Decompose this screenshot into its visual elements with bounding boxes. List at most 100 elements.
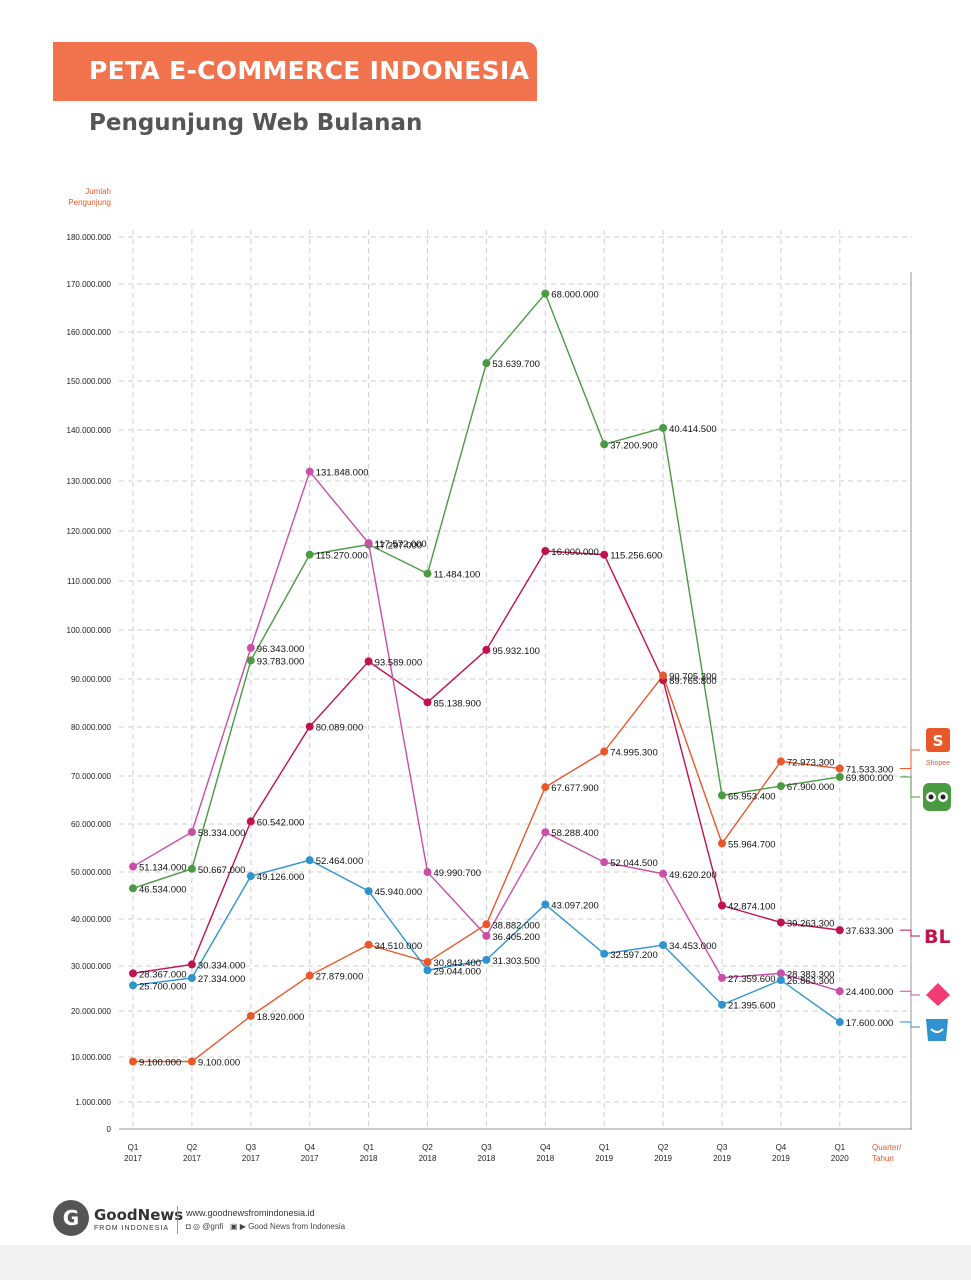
x-tick-label: Q1 bbox=[128, 1143, 139, 1152]
y-tick-label: 170.000.000 bbox=[67, 280, 112, 289]
y-tick-label: 30.000.000 bbox=[71, 962, 112, 971]
data-label-tokopedia: 68.000.000 bbox=[551, 290, 599, 301]
data-point-lazada bbox=[600, 858, 609, 867]
data-point-tokopedia bbox=[835, 772, 844, 781]
data-point-tokopedia bbox=[423, 569, 432, 578]
data-point-blibli bbox=[364, 887, 373, 896]
y-tick-label: 130.000.000 bbox=[67, 477, 112, 486]
data-point-blibli bbox=[482, 955, 491, 964]
x-tick-label: Q4 bbox=[540, 1143, 551, 1152]
data-point-bukalapak bbox=[600, 550, 609, 559]
legend-connector-blibli bbox=[899, 1021, 920, 1028]
data-point-shopee bbox=[600, 747, 609, 756]
footer-brand: GoodNews bbox=[94, 1206, 184, 1224]
shopee-icon-glyph: S bbox=[933, 732, 944, 750]
data-point-tokopedia bbox=[776, 782, 785, 791]
data-point-tokopedia bbox=[246, 656, 255, 665]
data-label-tokopedia: 46.534.000 bbox=[139, 884, 187, 895]
data-label-bukalapak: 93.589.000 bbox=[375, 657, 423, 668]
data-point-tokopedia bbox=[482, 359, 491, 368]
data-point-lazada bbox=[423, 868, 432, 877]
data-point-blibli bbox=[305, 856, 314, 865]
x-tick-label: 2017 bbox=[242, 1154, 260, 1163]
data-point-blibli bbox=[187, 973, 196, 982]
social-handle[interactable]: @gnfi bbox=[202, 1222, 224, 1231]
data-label-blibli: 25.700.000 bbox=[139, 981, 187, 992]
data-label-bukalapak: 60.542.000 bbox=[257, 817, 305, 828]
data-label-blibli: 34.453.000 bbox=[669, 941, 717, 952]
data-label-shopee: 90.705.300 bbox=[669, 672, 717, 683]
data-point-shopee bbox=[541, 783, 550, 792]
x-tick-label: 2017 bbox=[124, 1154, 142, 1163]
data-label-shopee: 71.533.300 bbox=[846, 764, 894, 775]
x-tick-label: 2018 bbox=[419, 1154, 437, 1163]
data-point-bukalapak bbox=[718, 901, 726, 910]
tokopedia-pupil bbox=[928, 794, 934, 800]
data-label-bukalapak: 80.089.000 bbox=[316, 723, 364, 734]
data-point-shopee bbox=[835, 764, 844, 773]
data-label-lazada: 51.134.000 bbox=[139, 863, 187, 874]
x-tick-label: 2017 bbox=[301, 1154, 319, 1163]
y-tick-label: 180.000.000 bbox=[67, 233, 112, 242]
shopee-icon-label: Shopee bbox=[926, 760, 950, 767]
legend-connector-bukalapak bbox=[899, 929, 920, 937]
data-label-bukalapak: 39.263.300 bbox=[787, 918, 835, 929]
footer-divider bbox=[177, 1206, 178, 1234]
x-tick-label: 2019 bbox=[654, 1154, 672, 1163]
data-point-shopee bbox=[129, 1057, 137, 1066]
shopee-icon bbox=[926, 728, 950, 752]
x-tick-label: 2017 bbox=[183, 1154, 201, 1163]
data-point-bukalapak bbox=[246, 817, 255, 826]
data-label-blibli: 17.600.000 bbox=[846, 1018, 894, 1029]
data-label-blibli: 29.044.000 bbox=[434, 966, 482, 977]
data-label-bukalapak: 28.367.000 bbox=[139, 969, 187, 980]
data-label-shopee: 30.843.400 bbox=[434, 958, 482, 969]
data-point-lazada bbox=[541, 828, 550, 837]
data-point-bukalapak bbox=[364, 657, 373, 666]
data-point-blibli bbox=[659, 941, 668, 950]
data-label-blibli: 52.464.000 bbox=[316, 856, 364, 867]
y-tick-label: 80.000.000 bbox=[71, 723, 112, 732]
data-point-blibli bbox=[835, 1018, 844, 1027]
data-label-lazada: 27.359.600 bbox=[728, 974, 776, 985]
data-label-blibli: 45.940.000 bbox=[375, 887, 423, 898]
data-point-lazada bbox=[718, 973, 726, 982]
x-tick-label: 2018 bbox=[360, 1154, 378, 1163]
data-label-lazada: 28.383.300 bbox=[787, 969, 835, 980]
data-label-shopee: 9.100.000 bbox=[198, 1058, 240, 1069]
data-point-lazada bbox=[659, 869, 668, 878]
data-point-tokopedia bbox=[600, 440, 609, 449]
y-tick-label: 160.000.000 bbox=[67, 328, 112, 337]
data-label-bukalapak: 115.256.600 bbox=[610, 551, 662, 562]
data-point-shopee bbox=[364, 940, 373, 949]
lazada-icon bbox=[926, 983, 950, 1006]
data-point-shopee bbox=[305, 971, 314, 980]
data-point-shopee bbox=[659, 671, 668, 680]
data-point-blibli bbox=[718, 1000, 726, 1009]
data-label-shopee: 9.100.000 bbox=[139, 1058, 181, 1069]
legend-connector-lazada bbox=[899, 990, 920, 996]
data-label-tokopedia: 11.484.100 bbox=[434, 570, 481, 581]
data-point-shopee bbox=[718, 839, 726, 848]
data-label-bukalapak: 16.000.000 bbox=[551, 547, 599, 558]
data-label-blibli: 43.097.200 bbox=[551, 900, 599, 911]
y-tick-label: 120.000.000 bbox=[67, 527, 112, 536]
x-tick-label: 2018 bbox=[478, 1154, 496, 1163]
footer-brand-sub: FROM INDONESIA bbox=[94, 1225, 170, 1232]
footer-website[interactable]: www.goodnewsfromindonesia.id bbox=[186, 1208, 315, 1218]
data-label-bukalapak: 89.765.800 bbox=[669, 676, 717, 687]
data-point-shopee bbox=[482, 920, 491, 929]
data-point-blibli bbox=[423, 966, 432, 975]
social-name[interactable]: Good News from Indonesia bbox=[248, 1222, 346, 1231]
data-label-lazada: 117.572.000 bbox=[375, 539, 427, 550]
data-point-blibli bbox=[541, 900, 550, 909]
title-banner: PETA E-COMMERCE INDONESIA bbox=[53, 42, 537, 101]
data-point-blibli bbox=[129, 981, 137, 990]
data-label-tokopedia: 67.900.000 bbox=[787, 782, 835, 793]
data-label-lazada: 24.400.000 bbox=[846, 987, 894, 998]
data-label-lazada: 36.405.200 bbox=[492, 932, 540, 943]
data-label-shopee: 27.879.000 bbox=[316, 972, 364, 983]
data-label-blibli: 32.597.200 bbox=[610, 950, 658, 961]
footer-social: ◘ ◎ @gnfi ▣ ▶ Good News from Indonesia bbox=[186, 1222, 345, 1231]
x-tick-label: Q1 bbox=[834, 1143, 845, 1152]
